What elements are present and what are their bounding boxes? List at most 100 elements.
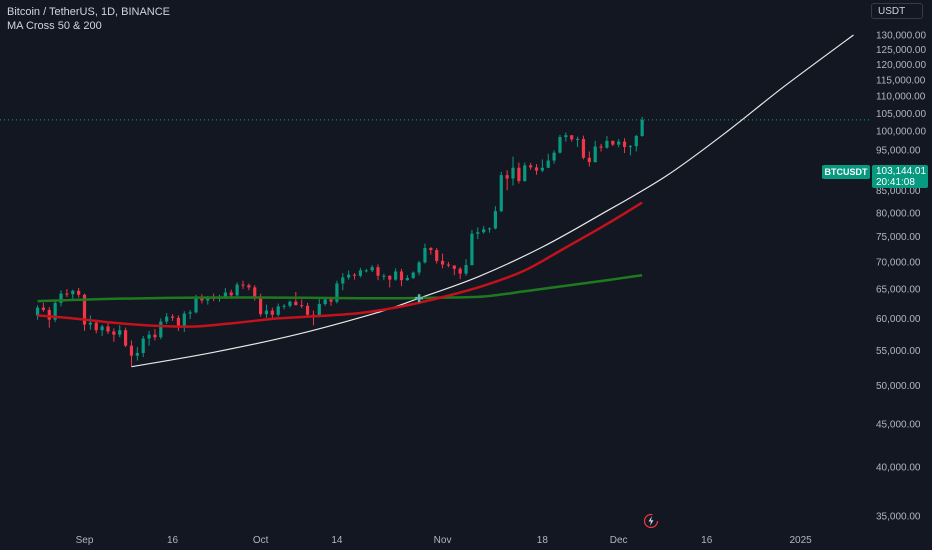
- y-tick-label: 110,000.00: [876, 92, 926, 103]
- y-tick-label: 50,000.00: [876, 381, 921, 392]
- candle-body: [223, 292, 227, 297]
- candle-body: [329, 299, 333, 302]
- candle-body: [135, 352, 139, 356]
- candle-body: [546, 160, 550, 168]
- candles: [35, 116, 644, 367]
- candle: [241, 280, 245, 290]
- candle-body: [41, 307, 46, 310]
- candle-body: [552, 152, 556, 161]
- candle-body: [59, 293, 63, 303]
- candle-body: [570, 135, 574, 140]
- candle-body: [123, 330, 128, 346]
- y-tick-label: 115,000.00: [876, 75, 926, 86]
- candle: [305, 302, 310, 318]
- candle-body: [505, 175, 509, 179]
- candle-body: [229, 292, 233, 296]
- candle-body: [147, 334, 151, 339]
- candle: [65, 289, 69, 298]
- candle: [470, 229, 474, 266]
- candle-body: [294, 301, 298, 306]
- candle: [517, 162, 521, 184]
- candle: [587, 151, 591, 167]
- y-tick-label: 125,000.00: [876, 45, 926, 56]
- candle-body: [141, 338, 145, 353]
- candle: [464, 259, 468, 276]
- y-tick-label: 65,000.00: [876, 285, 921, 296]
- candle-body: [529, 165, 533, 168]
- candle: [546, 153, 550, 169]
- candle: [605, 135, 609, 149]
- candle-body: [153, 334, 157, 338]
- candle-body: [100, 326, 104, 331]
- candle: [300, 299, 304, 309]
- parabolic-curve[interactable]: [131, 34, 854, 368]
- candle-body: [640, 119, 644, 136]
- lightning-clock-icon[interactable]: [643, 513, 659, 529]
- candle-body: [517, 167, 521, 181]
- candle-body: [540, 167, 544, 171]
- last-price-value: 103,144.01: [876, 166, 927, 177]
- candle-body: [347, 274, 351, 278]
- candle-body: [159, 321, 163, 338]
- candle: [405, 275, 409, 281]
- x-tick-label: Oct: [253, 535, 269, 546]
- candle: [358, 267, 362, 278]
- candle-body: [429, 248, 433, 251]
- candle: [540, 159, 544, 173]
- candle-body: [35, 307, 40, 316]
- candle: [129, 340, 134, 367]
- candle-body: [300, 305, 304, 307]
- y-tick-label: 105,000.00: [876, 109, 926, 120]
- candle: [311, 310, 316, 326]
- candle-body: [587, 157, 591, 163]
- candle: [59, 290, 63, 307]
- candle: [499, 171, 503, 213]
- candle-body: [575, 138, 580, 140]
- candle-body: [200, 297, 204, 301]
- candle-body: [259, 297, 263, 315]
- candle: [452, 265, 456, 276]
- candle: [106, 322, 110, 335]
- candle: [476, 227, 480, 240]
- x-tick-label: Nov: [434, 535, 452, 546]
- candle: [123, 327, 128, 348]
- x-tick-label: Dec: [610, 535, 628, 546]
- candle: [159, 318, 163, 340]
- candle: [611, 140, 615, 147]
- currency-button[interactable]: USDT: [871, 3, 923, 19]
- candle: [118, 325, 122, 338]
- candle-body: [493, 211, 497, 229]
- candle: [170, 314, 175, 321]
- candle-body: [47, 309, 51, 320]
- candle: [458, 267, 462, 280]
- candle: [429, 247, 433, 255]
- candle-body: [487, 228, 492, 230]
- candle: [100, 324, 104, 336]
- candle: [35, 305, 40, 320]
- y-tick-label: 35,000.00: [876, 512, 921, 523]
- candle: [388, 275, 392, 288]
- candle-body: [593, 146, 597, 163]
- candle: [417, 260, 421, 276]
- candle: [335, 280, 339, 304]
- candle: [153, 328, 157, 341]
- candle: [558, 134, 562, 154]
- candle: [352, 273, 357, 280]
- candle-body: [499, 175, 503, 212]
- y-tick-label: 95,000.00: [876, 145, 921, 156]
- candle-body: [581, 138, 586, 158]
- symbol-title: Bitcoin / TetherUS, 1D, BINANCE: [7, 6, 171, 18]
- x-tick-label: 16: [167, 535, 179, 546]
- candle: [288, 300, 292, 308]
- chart-legend: Bitcoin / TetherUS, 1D, BINANCE MA Cross…: [7, 5, 170, 33]
- candle-body: [611, 140, 615, 145]
- candle: [570, 135, 574, 142]
- indicator-title[interactable]: MA Cross 50 & 200: [7, 20, 102, 32]
- candle-body: [622, 141, 627, 147]
- candle: [617, 138, 621, 148]
- candle: [394, 268, 398, 281]
- last-price-tag: 103,144.01 20:41:08: [872, 165, 928, 188]
- candle-body: [405, 277, 409, 281]
- candle: [622, 138, 627, 154]
